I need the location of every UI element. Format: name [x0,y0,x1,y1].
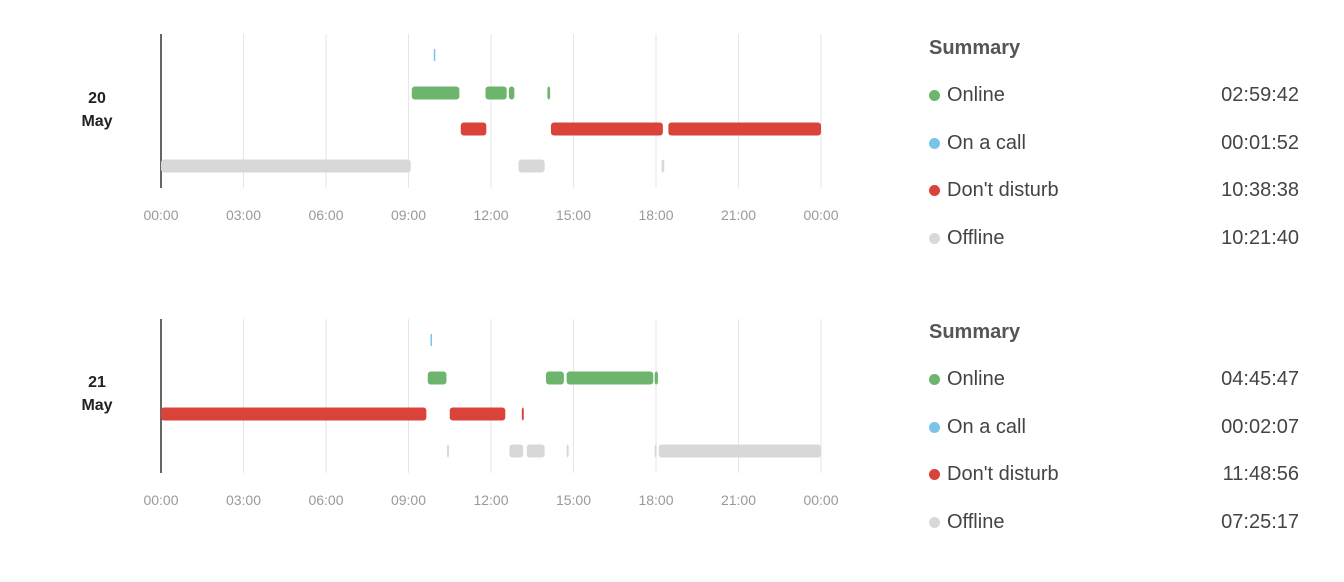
on-a-call-dot-icon [929,421,940,433]
segment-on-a-call [433,49,436,61]
segment-online [566,371,654,385]
x-tick-label: 18:00 [638,207,673,223]
x-tick-label: 15:00 [556,492,591,508]
segment-offline [447,444,449,458]
summary-label: On a call [947,415,1026,438]
summary-label: Offline [947,226,1005,249]
segment-offline [658,444,821,458]
dont-disturb-dot-icon [929,469,940,480]
segment-offline [661,159,665,173]
date-month: May [81,113,113,130]
summary-label: On a call [947,131,1026,154]
timeline-chart: 00:00 03:00 06:00 09:00 12:00 15:00 18:00 21:00… [143,319,839,508]
summary-label: Don't disturb [947,463,1059,485]
x-tick-label: 21:00 [721,492,756,508]
day-panel-20-may: 20 May 00:00 03:00 06:00 09:00 12:00 15:00 18:… [0,0,1344,285]
segment-offline [518,159,545,173]
segment-offline [161,159,411,173]
segment-don-t-disturb [460,122,487,136]
x-tick-label: 15:00 [556,207,591,223]
online-dot-icon [929,374,940,385]
segment-online [485,86,507,100]
x-tick-label: 03:00 [226,492,261,508]
segment-don-t-disturb [161,407,427,421]
segment-don-t-disturb [550,122,663,136]
summary-row-offline: Offline 07:25:17 [929,507,1299,555]
segment-on-a-call [430,334,432,346]
x-tick-label: 18:00 [638,492,673,508]
segment-offline [654,444,657,458]
segment-don-t-disturb [521,407,524,421]
summary-row-dont-disturb: Don't disturb 10:38:38 [929,175,1299,223]
summary-value: 04:45:47 [1221,368,1299,390]
summary-value: 10:21:40 [1221,226,1299,249]
summary-value: 07:25:17 [1221,510,1299,533]
summary-value: 11:48:56 [1222,463,1299,485]
timeline-chart: 00:00 03:00 06:00 09:00 12:00 15:00 18:00 21:00… [143,34,839,223]
x-tick-label: 09:00 [391,207,426,223]
summary-row-on-a-call: On a call 00:01:52 [929,128,1299,176]
x-tick-label: 06:00 [308,207,343,223]
summary-value: 02:59:42 [1221,84,1299,106]
summary-value: 00:02:07 [1221,415,1299,438]
x-tick-label: 00:00 [803,207,838,223]
offline-dot-icon [929,232,940,244]
summary-row-dont-disturb: Don't disturb 11:48:56 [929,459,1299,507]
x-tick-label: 00:00 [143,207,178,223]
summary-panel: Summary Online 02:59:42 On a call 00:01:… [929,33,1299,270]
x-tick-label: 21:00 [721,207,756,223]
segment-online [654,371,658,385]
x-tick-label: 06:00 [308,492,343,508]
summary-row-on-a-call: On a call 00:02:07 [929,412,1299,460]
x-tick-label: 12:00 [473,207,508,223]
date-label: 20 May [60,87,134,133]
summary-label: Online [947,84,1005,106]
segment-don-t-disturb [668,122,821,136]
summary-row-online: Online 04:45:47 [929,364,1299,412]
segment-online [546,371,564,385]
summary-row-offline: Offline 10:21:40 [929,223,1299,271]
segment-offline [526,444,545,458]
segment-offline [509,444,524,458]
segment-online [411,86,460,100]
summary-value: 00:01:52 [1221,131,1299,154]
date-day: 20 [88,90,106,107]
segment-online [427,371,447,385]
offline-dot-icon [929,516,940,528]
summary-panel: Summary Online 04:45:47 On a call 00:02:… [929,317,1299,554]
summary-label: Offline [947,510,1005,533]
segment-online [547,86,551,100]
x-tick-label: 09:00 [391,492,426,508]
online-dot-icon [929,90,940,101]
segment-don-t-disturb [449,407,506,421]
summary-label: Don't disturb [947,179,1059,201]
date-day: 21 [88,374,106,391]
date-month: May [81,397,113,414]
summary-title: Summary [929,321,1021,343]
summary-title: Summary [929,37,1021,59]
x-tick-label: 03:00 [226,207,261,223]
summary-row-online: Online 02:59:42 [929,80,1299,128]
day-panel-21-may: 21 May 00:00 03:00 06:00 09:00 12:00 15:00 18:… [0,285,1344,570]
summary-label: Online [947,368,1005,390]
summary-value: 10:38:38 [1221,179,1299,201]
segment-offline [566,444,569,458]
x-tick-label: 00:00 [803,492,838,508]
x-tick-label: 12:00 [473,492,508,508]
dont-disturb-dot-icon [929,185,940,196]
date-label: 21 May [60,371,134,417]
segment-online [508,86,515,100]
on-a-call-dot-icon [929,137,940,149]
x-tick-label: 00:00 [143,492,178,508]
